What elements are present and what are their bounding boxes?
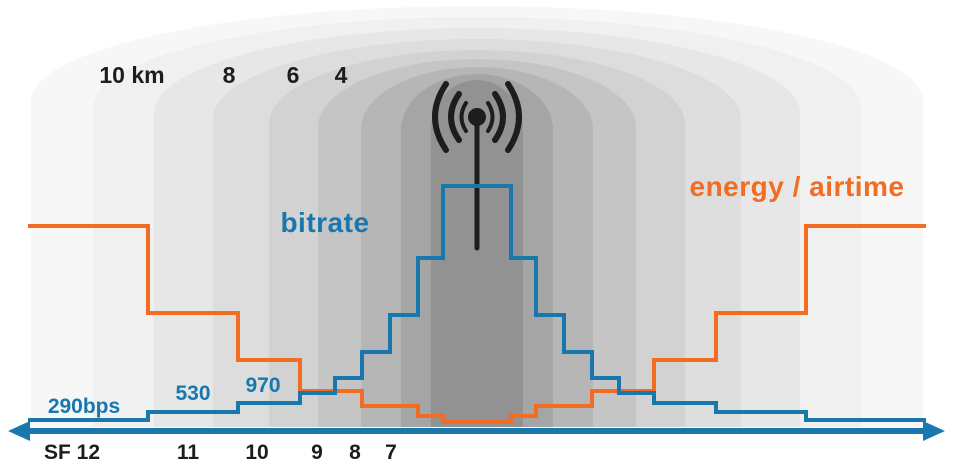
sf-tick-8: 8	[349, 441, 361, 464]
axis-arrow-right	[923, 421, 945, 441]
energy-curve	[28, 224, 926, 424]
distance-tick-6: 6	[287, 62, 300, 88]
bitrate-curve	[28, 184, 926, 422]
sf-tick-9: 9	[311, 441, 323, 464]
axis-arrow-left	[8, 421, 30, 441]
bitrate-value-290bps: 290bps	[48, 395, 120, 418]
bitrate-label: bitrate	[280, 207, 369, 238]
coverage-ring-8	[431, 80, 523, 427]
bitrate-value-970: 970	[245, 374, 280, 397]
antenna-dot	[468, 108, 486, 126]
wave-right-inner	[486, 101, 495, 133]
sf-tick-11: 11	[177, 441, 200, 464]
distance-tick-10km: 10 km	[99, 62, 164, 88]
distance-axis	[8, 421, 945, 441]
distance-tick-4: 4	[335, 62, 348, 88]
wave-left-middle	[448, 91, 462, 143]
wave-left-outer	[432, 81, 449, 153]
sf-tick-12: SF 12	[44, 441, 100, 464]
wave-right-middle	[492, 91, 506, 143]
sf-tick-7: 7	[385, 441, 397, 464]
energy-airtime-label: energy / airtime	[690, 171, 905, 202]
wave-right-outer	[505, 81, 522, 153]
bitrate-value-530: 530	[175, 382, 210, 405]
distance-tick-8: 8	[223, 62, 236, 88]
sf-tick-10: 10	[245, 441, 268, 464]
radio-waves-icon	[432, 81, 522, 153]
wave-left-inner	[459, 101, 468, 133]
